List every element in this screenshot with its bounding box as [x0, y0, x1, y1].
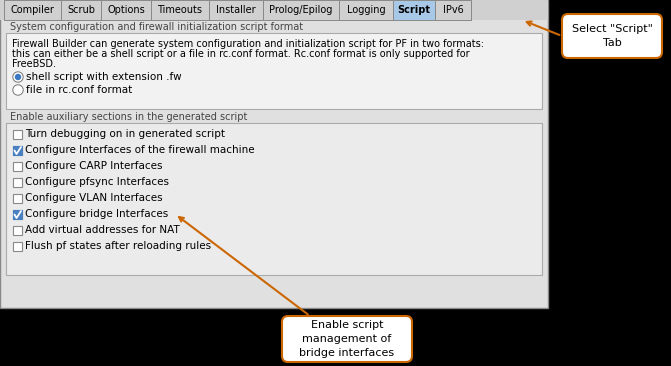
Text: Configure bridge Interfaces: Configure bridge Interfaces	[25, 209, 168, 219]
Text: Installer: Installer	[216, 5, 256, 15]
Text: file in rc.conf format: file in rc.conf format	[26, 85, 132, 95]
Bar	[13, 209, 22, 219]
Bar	[151, 0, 209, 20]
Bar	[61, 0, 101, 20]
Text: Configure Interfaces of the firewall machine: Configure Interfaces of the firewall mac…	[25, 145, 254, 155]
Text: System configuration and firewall initialization script format: System configuration and firewall initia…	[10, 22, 303, 32]
Bar	[0, 0, 548, 308]
Bar	[4, 0, 61, 20]
Text: Select "Script"
Tab: Select "Script" Tab	[572, 24, 652, 48]
Text: Turn debugging on in generated script: Turn debugging on in generated script	[25, 129, 225, 139]
Circle shape	[14, 73, 22, 81]
Bar	[13, 130, 22, 138]
Text: Scrub: Scrub	[67, 5, 95, 15]
Bar	[435, 0, 471, 20]
Bar	[393, 0, 435, 20]
Text: Compiler: Compiler	[11, 5, 54, 15]
Text: Enable script
management of
bridge interfaces: Enable script management of bridge inter…	[299, 320, 395, 358]
Circle shape	[13, 72, 23, 82]
Bar	[263, 0, 339, 20]
Bar	[13, 161, 22, 171]
FancyBboxPatch shape	[562, 14, 662, 58]
Bar	[13, 242, 22, 250]
Bar	[209, 0, 263, 20]
Circle shape	[14, 86, 22, 94]
Text: Options: Options	[107, 5, 145, 15]
Text: Flush pf states after reloading rules: Flush pf states after reloading rules	[25, 241, 211, 251]
Bar	[339, 0, 393, 20]
FancyBboxPatch shape	[282, 316, 412, 362]
Text: Configure CARP Interfaces: Configure CARP Interfaces	[25, 161, 162, 171]
Text: Add virtual addresses for NAT: Add virtual addresses for NAT	[25, 225, 180, 235]
Bar	[0, 0, 548, 20]
Bar	[6, 33, 542, 109]
Text: FreeBSD.: FreeBSD.	[12, 59, 56, 69]
Text: Logging: Logging	[347, 5, 385, 15]
Text: Enable auxiliary sections in the generated script: Enable auxiliary sections in the generat…	[10, 112, 248, 122]
Text: Prolog/Epilog: Prolog/Epilog	[269, 5, 333, 15]
Text: Timeouts: Timeouts	[158, 5, 203, 15]
Text: IPv6: IPv6	[443, 5, 464, 15]
Bar	[13, 178, 22, 187]
Text: Configure VLAN Interfaces: Configure VLAN Interfaces	[25, 193, 162, 203]
Bar	[13, 146, 22, 154]
Text: Script: Script	[397, 5, 431, 15]
Bar	[13, 209, 22, 219]
Text: Firewall Builder can generate system configuration and initialization script for: Firewall Builder can generate system con…	[12, 39, 484, 49]
Text: Configure pfsync Interfaces: Configure pfsync Interfaces	[25, 177, 169, 187]
Bar	[13, 146, 22, 154]
Circle shape	[13, 85, 23, 95]
Bar	[13, 225, 22, 235]
Bar	[101, 0, 151, 20]
Circle shape	[15, 75, 21, 79]
Bar	[13, 194, 22, 202]
Text: this can either be a shell script or a file in rc.conf format. Rc.conf format is: this can either be a shell script or a f…	[12, 49, 470, 59]
Bar	[6, 123, 542, 275]
Text: shell script with extension .fw: shell script with extension .fw	[26, 72, 182, 82]
